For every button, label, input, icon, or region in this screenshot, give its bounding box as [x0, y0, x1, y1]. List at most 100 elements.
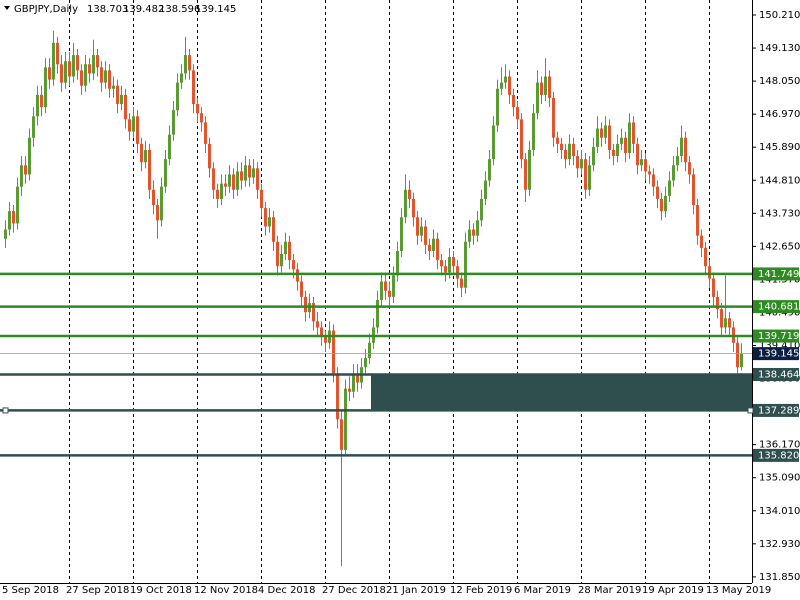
candle-body: [596, 128, 599, 147]
candle-body: [428, 244, 431, 251]
x-tick-label: 5 Sep 2018: [2, 585, 59, 596]
candle-body: [584, 159, 587, 190]
candle-body: [72, 55, 75, 77]
candle-body: [292, 260, 295, 270]
candle-body: [348, 388, 351, 392]
candle-body: [392, 275, 395, 297]
candle-body: [704, 247, 707, 267]
candle-body: [8, 211, 11, 230]
candle-body: [20, 165, 23, 187]
level-label: 140.681: [758, 302, 799, 313]
candle-body: [660, 198, 663, 212]
candle-body: [340, 419, 343, 450]
x-tick-label: 19 Apr 2019: [642, 585, 704, 596]
candle-body: [252, 168, 255, 178]
header-high: 139.482: [123, 4, 164, 15]
candle-body: [224, 183, 227, 187]
candle-body: [548, 76, 551, 98]
y-tick-label: 148.050: [759, 76, 800, 87]
candle-body: [676, 156, 679, 166]
candle-body: [496, 88, 499, 126]
candle-body: [516, 107, 519, 120]
candle-body: [356, 373, 359, 383]
candle-body: [176, 82, 179, 111]
candle-body: [48, 67, 51, 80]
candle-body: [172, 110, 175, 135]
x-tick-label: 28 Mar 2019: [578, 585, 641, 596]
candle-body: [312, 302, 315, 322]
candle-body: [712, 278, 715, 297]
candle-body: [160, 186, 163, 221]
y-tick-label: 143.730: [759, 208, 800, 219]
candle-body: [500, 82, 503, 89]
candle-body: [520, 119, 523, 160]
candle-body: [404, 189, 407, 218]
level-label: 138.464: [758, 369, 799, 380]
candle-body: [188, 55, 191, 71]
candle-body: [452, 257, 455, 267]
candle-body: [68, 61, 71, 77]
candle-body: [564, 149, 567, 160]
candle-body: [624, 137, 627, 154]
candle-body: [632, 122, 635, 144]
candle-body: [152, 189, 155, 206]
level-label: 139.719: [758, 331, 799, 342]
candle-body: [524, 159, 527, 190]
candle-body: [576, 156, 579, 169]
level-label: 135.820: [758, 450, 799, 461]
candle-body: [36, 94, 39, 117]
candle-body: [180, 73, 183, 83]
candle-body: [628, 122, 631, 154]
candle-body: [508, 76, 511, 95]
candle-body: [76, 55, 79, 71]
candle-body: [432, 238, 435, 251]
candle-body: [612, 149, 615, 157]
y-tick-label: 139.410: [759, 341, 800, 352]
candle-body: [264, 208, 267, 227]
candle-body: [60, 64, 63, 83]
y-tick-label: 142.650: [759, 241, 800, 252]
candle-body: [184, 55, 187, 74]
candle-body: [396, 250, 399, 276]
candle-body: [240, 171, 243, 181]
y-tick-label: 146.970: [759, 109, 800, 120]
candle-body: [492, 125, 495, 160]
y-tick-label: 131.850: [759, 572, 800, 583]
candle-body: [592, 146, 595, 166]
candle-body: [112, 85, 115, 89]
candle-body: [44, 67, 47, 108]
candle-body: [692, 174, 695, 206]
candle-body: [368, 342, 371, 359]
candle-body: [536, 82, 539, 114]
candle-body: [216, 189, 219, 199]
candle-body: [156, 205, 159, 221]
candle-body: [620, 137, 623, 144]
y-tick-label: 150.210: [759, 10, 800, 21]
candle-body: [672, 165, 675, 181]
candle-body: [696, 205, 699, 236]
candle-body: [32, 116, 35, 138]
candle-body: [572, 143, 575, 157]
candle-body: [468, 229, 471, 242]
candle-body: [28, 137, 31, 175]
candle-body: [376, 299, 379, 328]
candle-body: [664, 195, 667, 212]
candle-body: [84, 64, 87, 86]
level-label-box: [753, 300, 799, 314]
candle-body: [268, 217, 271, 227]
candle-body: [688, 162, 691, 175]
x-tick-label: 19 Oct 2018: [130, 585, 192, 596]
candle-body: [700, 235, 703, 248]
candle-body: [260, 189, 263, 209]
candle-body: [284, 241, 287, 255]
candle-body: [736, 342, 739, 368]
header-open: 138.703: [87, 4, 128, 15]
candle-body: [728, 318, 731, 328]
candle-body: [208, 143, 211, 169]
candle-body: [336, 373, 339, 420]
symbol-title: GBPJPY,Daily: [14, 4, 78, 15]
candle-body: [380, 281, 383, 300]
candle-body: [448, 257, 451, 273]
candle-body: [408, 189, 411, 199]
